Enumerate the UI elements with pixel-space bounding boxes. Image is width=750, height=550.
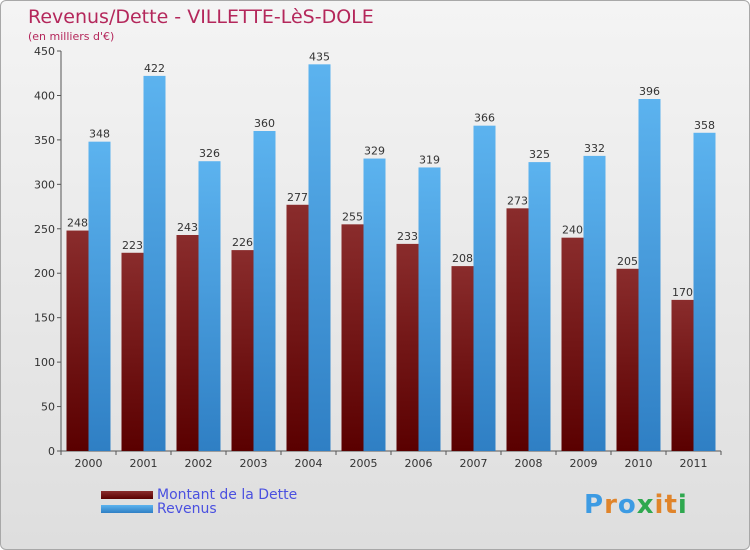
y-tick-label: 50 xyxy=(41,401,55,414)
bar-dette xyxy=(561,237,584,451)
data-label: 248 xyxy=(67,217,88,230)
legend-swatch-dette xyxy=(101,491,153,499)
x-tick-label: 2004 xyxy=(295,457,323,470)
bar-dette xyxy=(451,266,474,451)
proxiti-logo: Proxiti xyxy=(584,490,688,520)
y-tick-label: 100 xyxy=(34,356,55,369)
bar-revenus xyxy=(638,99,661,451)
data-label: 223 xyxy=(122,239,143,252)
bar-dette xyxy=(66,230,89,451)
x-tick-label: 2006 xyxy=(405,457,433,470)
data-label: 205 xyxy=(617,255,638,268)
y-tick-label: 0 xyxy=(48,445,55,458)
legend-item-dette: Montant de la Dette xyxy=(101,487,297,503)
data-label: 170 xyxy=(672,286,693,299)
data-label: 348 xyxy=(89,128,110,141)
data-labels: 248 348 223 422 243 326 226 360 277 435 255 329 233 3… xyxy=(67,50,715,299)
bar-revenus xyxy=(253,131,276,451)
bar-dette xyxy=(341,224,364,451)
x-tick-label: 2007 xyxy=(460,457,488,470)
bar-dette xyxy=(176,235,199,451)
bar-revenus xyxy=(418,167,441,451)
data-label: 325 xyxy=(529,148,550,161)
legend-item-revenus: Revenus xyxy=(101,501,217,517)
data-label: 326 xyxy=(199,147,220,160)
x-tick-label: 2001 xyxy=(130,457,158,470)
chart-subtitle: (en milliers d'€) xyxy=(28,30,115,43)
y-tick-label: 350 xyxy=(34,134,55,147)
data-label: 319 xyxy=(419,153,440,166)
bar-revenus xyxy=(583,155,606,451)
data-label: 277 xyxy=(287,191,308,204)
bar-dette xyxy=(121,252,144,451)
x-tick-label: 2002 xyxy=(185,457,213,470)
y-tick-label: 450 xyxy=(34,45,55,58)
y-tick-label: 250 xyxy=(34,223,55,236)
bar-revenus xyxy=(473,125,496,452)
data-label: 358 xyxy=(694,119,715,132)
data-label: 273 xyxy=(507,194,528,207)
bar-revenus xyxy=(198,161,221,451)
axes: 0 50 100 150 200 250 300 350 400 450 2000 2001 2002 2… xyxy=(34,45,722,470)
bar-dette xyxy=(231,250,254,451)
data-label: 243 xyxy=(177,221,198,234)
y-tick-label: 300 xyxy=(34,178,55,191)
x-tick-label: 2010 xyxy=(625,457,653,470)
bar-revenus xyxy=(363,158,386,452)
legend-swatch-revenus xyxy=(101,505,153,513)
x-tick-label: 2005 xyxy=(350,457,378,470)
data-label: 233 xyxy=(397,230,418,243)
legend-label-revenus: Revenus xyxy=(157,501,217,517)
bar-revenus xyxy=(143,75,166,451)
y-tick-label: 400 xyxy=(34,89,55,102)
bars xyxy=(66,64,716,452)
x-tick-label: 2003 xyxy=(240,457,268,470)
bar-revenus xyxy=(308,64,331,452)
data-label: 208 xyxy=(452,252,473,265)
data-label: 435 xyxy=(309,50,330,63)
x-tick-label: 2008 xyxy=(515,457,543,470)
x-tick-label: 2000 xyxy=(75,457,103,470)
data-label: 396 xyxy=(639,85,660,98)
data-label: 226 xyxy=(232,236,253,249)
y-tick-label: 150 xyxy=(34,312,55,325)
x-tick-label: 2009 xyxy=(570,457,598,470)
bar-dette xyxy=(396,243,419,451)
bar-revenus xyxy=(88,141,111,451)
bar-dette xyxy=(616,268,639,451)
bar-dette xyxy=(286,204,309,451)
chart-title: Revenus/Dette - VILLETTE-LèS-DOLE xyxy=(28,6,374,28)
y-tick-label: 200 xyxy=(34,267,55,280)
data-label: 255 xyxy=(342,210,363,223)
bar-revenus xyxy=(693,132,716,451)
data-label: 240 xyxy=(562,224,583,237)
data-label: 422 xyxy=(144,62,165,75)
data-label: 360 xyxy=(254,117,275,130)
bar-revenus xyxy=(528,162,551,451)
data-label: 329 xyxy=(364,145,385,158)
legend-label-dette: Montant de la Dette xyxy=(157,487,298,503)
data-label: 332 xyxy=(584,142,605,155)
data-label: 366 xyxy=(474,112,495,125)
bar-dette xyxy=(671,299,694,451)
bar-dette xyxy=(506,208,529,451)
x-tick-label: 2011 xyxy=(680,457,708,470)
